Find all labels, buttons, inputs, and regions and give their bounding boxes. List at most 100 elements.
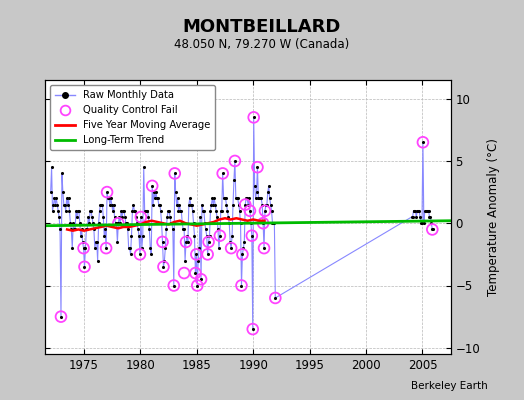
Point [102, 245, 110, 251]
Point [184, 239, 192, 245]
Point [148, 183, 156, 189]
Point [237, 282, 246, 289]
Point [150, 189, 158, 195]
Point [418, 220, 426, 226]
Point [164, 208, 172, 214]
Point [118, 214, 126, 220]
Point [420, 220, 428, 226]
Point [227, 245, 235, 251]
Point [138, 232, 147, 239]
Text: MONTBEILLARD: MONTBEILLARD [183, 18, 341, 36]
Point [249, 114, 258, 120]
Point [47, 164, 56, 170]
Point [105, 195, 113, 202]
Point [59, 189, 67, 195]
Point [246, 208, 254, 214]
Point [111, 214, 119, 220]
Point [204, 239, 213, 245]
Point [64, 195, 73, 202]
Point [82, 226, 91, 233]
Point [421, 208, 430, 214]
Point [173, 195, 182, 202]
Point [61, 201, 69, 208]
Point [197, 276, 205, 282]
Point [216, 232, 224, 239]
Point [429, 226, 438, 233]
Point [137, 214, 145, 220]
Point [158, 239, 167, 245]
Point [73, 214, 81, 220]
Point [214, 226, 222, 233]
Point [101, 226, 110, 233]
Point [56, 226, 64, 233]
Point [66, 220, 74, 226]
Point [182, 239, 190, 245]
Point [203, 251, 212, 258]
Point [223, 208, 232, 214]
Point [143, 208, 151, 214]
Point [94, 220, 103, 226]
Point [417, 220, 425, 226]
Point [259, 220, 267, 226]
Point [264, 189, 272, 195]
Point [243, 195, 252, 202]
Point [245, 195, 253, 202]
Point [194, 257, 202, 264]
Point [200, 208, 208, 214]
Point [79, 245, 88, 251]
Point [224, 214, 233, 220]
Point [208, 195, 216, 202]
Point [216, 232, 224, 239]
Point [133, 220, 141, 226]
Point [184, 201, 193, 208]
Point [149, 201, 157, 208]
Point [254, 195, 263, 202]
Point [234, 195, 242, 202]
Point [130, 208, 138, 214]
Point [203, 251, 212, 258]
Point [122, 220, 130, 226]
Point [113, 239, 122, 245]
Point [172, 201, 181, 208]
Point [176, 208, 184, 214]
Point [137, 214, 145, 220]
Point [98, 201, 106, 208]
Point [54, 208, 62, 214]
Point [155, 201, 163, 208]
Point [139, 164, 148, 170]
Point [248, 326, 257, 332]
Point [270, 220, 279, 226]
Point [244, 201, 252, 208]
Point [201, 220, 209, 226]
Point [90, 226, 98, 233]
Point [77, 232, 85, 239]
Point [238, 251, 247, 258]
Point [78, 226, 86, 233]
Point [120, 208, 128, 214]
Point [48, 208, 57, 214]
Point [423, 208, 432, 214]
Point [177, 208, 185, 214]
Point [237, 282, 246, 289]
Point [268, 220, 277, 226]
Point [152, 195, 161, 202]
Point [169, 226, 177, 233]
Point [255, 195, 264, 202]
Point [233, 195, 241, 202]
Point [180, 226, 188, 233]
Point [159, 264, 168, 270]
Point [123, 220, 131, 226]
Point [131, 208, 139, 214]
Point [266, 201, 275, 208]
Point [125, 245, 134, 251]
Point [80, 264, 89, 270]
Point [409, 208, 418, 214]
Point [125, 245, 133, 251]
Point [180, 270, 188, 276]
Point [189, 208, 197, 214]
Point [196, 214, 204, 220]
Point [219, 170, 227, 177]
Point [232, 195, 240, 202]
Point [95, 208, 104, 214]
Point [75, 220, 84, 226]
